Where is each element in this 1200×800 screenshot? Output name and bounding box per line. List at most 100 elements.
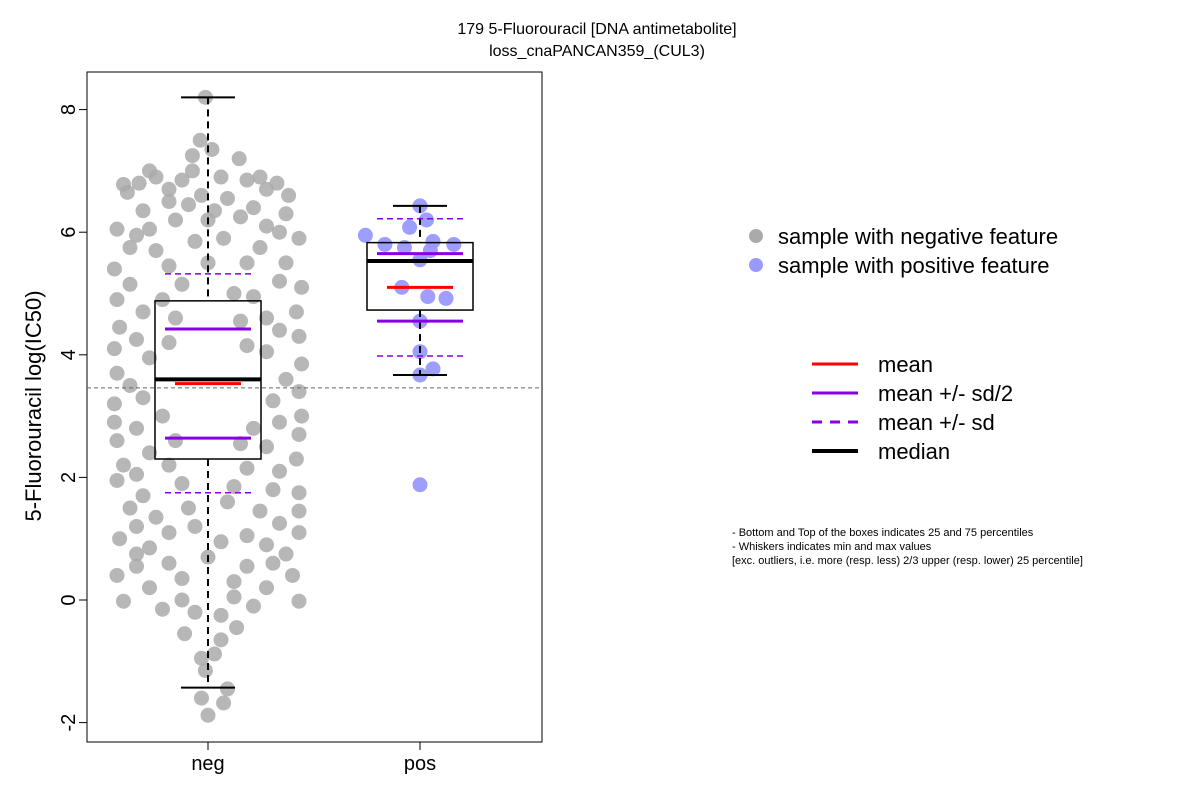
data-point-neg — [129, 331, 144, 347]
data-point-neg — [174, 476, 190, 492]
data-point-neg — [288, 451, 304, 467]
data-point-neg — [174, 571, 190, 587]
data-point-neg — [272, 414, 287, 430]
data-point-neg — [109, 567, 125, 583]
data-point-neg — [291, 503, 307, 519]
note-line: [exc. outliers, i.e. more (resp. less) 2… — [732, 555, 1083, 567]
data-point-neg — [265, 393, 281, 409]
data-point-neg — [278, 206, 294, 222]
data-point-neg — [129, 420, 144, 436]
data-point-neg — [226, 574, 242, 590]
data-point-pos — [438, 290, 454, 306]
data-point-neg — [155, 601, 170, 617]
data-point-neg — [213, 607, 229, 623]
data-point-neg — [272, 273, 287, 289]
chart-subtitle: loss_cnaPANCAN359_(CUL3) — [489, 43, 705, 60]
data-point-neg — [278, 546, 294, 562]
data-point-neg — [168, 212, 183, 228]
data-point-neg — [246, 289, 261, 305]
data-point-neg — [177, 626, 193, 642]
data-point-neg — [259, 537, 274, 553]
data-point-neg — [246, 420, 261, 436]
data-point-neg — [226, 286, 242, 301]
data-point-neg — [239, 558, 255, 574]
data-point-neg — [109, 472, 125, 488]
data-point-neg — [278, 255, 294, 271]
data-point-neg — [252, 240, 268, 256]
data-point-neg — [231, 151, 247, 167]
data-point-neg — [291, 593, 307, 609]
x-tick-label-pos: pos — [404, 753, 436, 775]
data-point-pos — [446, 236, 462, 252]
data-point-neg — [291, 328, 307, 344]
y-tick-label: -2 — [58, 714, 80, 732]
data-point-neg — [116, 593, 131, 609]
data-point-neg — [109, 433, 125, 449]
data-point-neg — [129, 546, 144, 562]
data-point-neg — [187, 518, 203, 534]
x-tick-label-neg: neg — [191, 753, 224, 775]
data-point-neg — [142, 221, 157, 237]
data-point-neg — [135, 390, 151, 406]
data-point-pos — [419, 212, 434, 228]
legend-line-label: median — [878, 439, 950, 464]
data-point-pos — [402, 219, 418, 235]
data-point-neg — [129, 227, 144, 243]
note-line: - Whiskers indicates min and max values — [732, 541, 932, 553]
data-point-neg — [252, 503, 268, 519]
data-point-neg — [106, 414, 122, 430]
plot-frame — [86, 71, 543, 743]
data-point-neg — [216, 695, 232, 711]
data-point-neg — [181, 197, 196, 213]
data-point-neg — [174, 592, 190, 608]
data-point-neg — [192, 132, 208, 148]
data-point-neg — [281, 187, 297, 203]
data-point-neg — [294, 356, 310, 372]
legend-point-label: sample with positive feature — [778, 253, 1049, 278]
data-point-neg — [194, 187, 209, 203]
data-point-neg — [294, 408, 310, 424]
legend: sample with negative feature sample with … — [749, 224, 1058, 464]
legend-line-label: mean +/- sd — [878, 410, 995, 435]
data-point-neg — [259, 344, 274, 360]
data-point-pos — [420, 289, 436, 305]
data-point-neg — [168, 310, 183, 326]
data-point-neg — [187, 233, 203, 249]
data-point-neg — [122, 276, 138, 292]
data-point-neg — [220, 494, 235, 510]
data-point-neg — [207, 646, 222, 662]
data-point-neg — [226, 479, 242, 495]
data-point-neg — [252, 169, 268, 185]
data-point-neg — [129, 466, 144, 482]
data-point-neg — [239, 460, 255, 476]
data-point-neg — [109, 221, 125, 237]
data-point-neg — [288, 304, 304, 320]
box-pos — [366, 241, 474, 311]
data-point-neg — [161, 555, 177, 571]
legend-point-label: sample with negative feature — [778, 224, 1058, 249]
data-point-neg — [148, 509, 164, 525]
data-point-neg — [200, 707, 216, 723]
data-point-neg — [109, 292, 125, 308]
data-point-neg — [142, 163, 157, 179]
y-tick-label: 8 — [58, 104, 80, 115]
legend-point-marker — [749, 258, 763, 272]
data-point-neg — [239, 338, 255, 354]
data-point-neg — [233, 436, 248, 452]
data-point-neg — [246, 200, 261, 216]
data-point-neg — [291, 525, 307, 541]
data-point-neg — [265, 482, 281, 498]
data-point-neg — [129, 518, 144, 534]
data-point-neg — [135, 304, 151, 320]
data-point-neg — [265, 555, 281, 571]
data-point-neg — [239, 172, 255, 188]
data-point-neg — [272, 224, 287, 240]
data-point-neg — [272, 515, 287, 531]
data-point-neg — [131, 175, 147, 191]
data-point-neg — [122, 377, 138, 393]
data-point-neg — [135, 488, 151, 504]
data-point-neg — [233, 313, 248, 329]
data-point-pos — [412, 477, 428, 493]
data-point-neg — [142, 540, 157, 556]
